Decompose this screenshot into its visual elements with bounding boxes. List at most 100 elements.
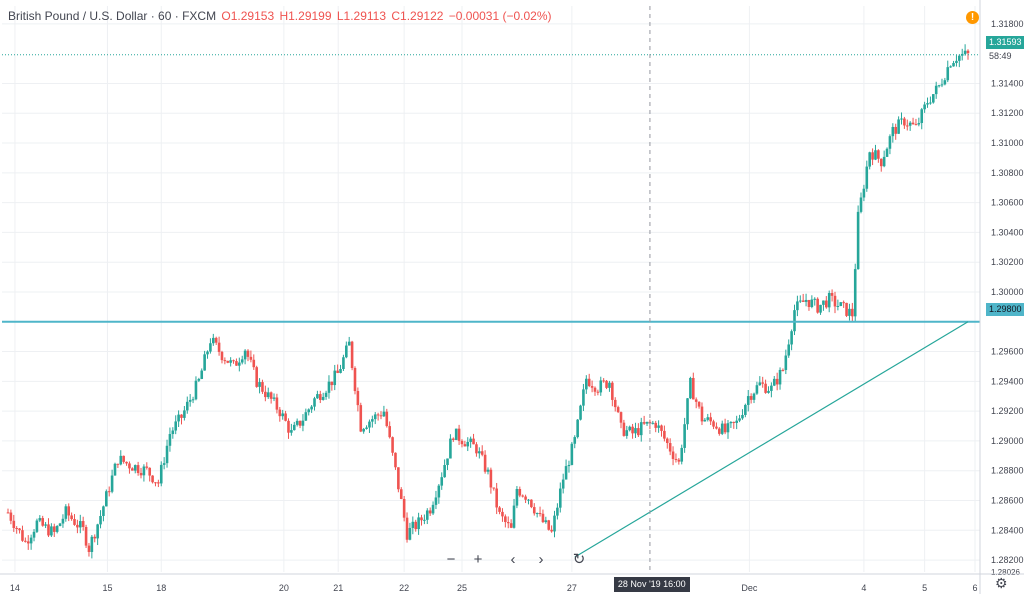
- candle-body: [923, 104, 926, 110]
- candle-body: [119, 455, 123, 465]
- candle-body: [483, 454, 487, 472]
- candle-body: [715, 426, 718, 429]
- candle-body: [593, 387, 597, 392]
- candle-body: [107, 491, 111, 493]
- candle-body: [532, 507, 536, 514]
- candle-body: [472, 438, 475, 445]
- candle-body: [443, 465, 446, 478]
- candle-body: [475, 444, 478, 454]
- zoom-in-button[interactable]: +: [473, 551, 483, 568]
- candle-body: [772, 378, 776, 386]
- candle-body: [44, 524, 47, 526]
- candle-body: [827, 293, 831, 308]
- candle-body: [194, 380, 198, 400]
- candle-body: [706, 417, 710, 420]
- candle-body: [324, 392, 328, 397]
- time-tick-label: 25: [457, 583, 467, 593]
- candle-body: [590, 386, 594, 388]
- candle-body: [12, 520, 16, 529]
- candle-body: [284, 413, 287, 421]
- change-value: −0.00031 (−0.02%): [448, 9, 552, 23]
- candle-body: [437, 485, 441, 498]
- open-value: O1.29153: [221, 9, 275, 23]
- candle-body: [903, 118, 906, 126]
- settings-gear-icon[interactable]: ⚙: [995, 575, 1008, 591]
- candle-body: [512, 505, 516, 528]
- candle-body: [885, 148, 889, 157]
- scroll-right-button[interactable]: ›: [538, 551, 544, 568]
- candle-body: [680, 447, 684, 462]
- candle-body: [755, 385, 759, 394]
- scroll-left-button[interactable]: ‹: [510, 551, 516, 568]
- candle-body: [726, 423, 730, 433]
- candle-body: [801, 300, 805, 302]
- chart-legend: British Pound / U.S. Dollar · 60 · FXCM …: [8, 9, 552, 23]
- reset-chart-button[interactable]: ↻: [572, 551, 586, 568]
- candle-body: [330, 381, 334, 386]
- candle-body: [261, 382, 264, 392]
- candle-body: [339, 369, 342, 373]
- candle-body: [295, 420, 299, 425]
- candle-body: [619, 412, 623, 423]
- candle-body: [905, 125, 909, 127]
- candle-body: [587, 378, 591, 387]
- candle-body: [709, 417, 712, 422]
- candle-body: [290, 430, 293, 433]
- candle-body: [292, 424, 296, 431]
- candle-body: [486, 469, 490, 472]
- candle-body: [506, 522, 510, 524]
- candle-body: [139, 472, 143, 476]
- candle-body: [229, 360, 232, 363]
- candle-body: [21, 530, 24, 541]
- candle-body: [102, 506, 105, 516]
- candle-body: [81, 521, 85, 527]
- candle-body: [350, 341, 354, 369]
- zoom-out-button[interactable]: −: [446, 551, 456, 568]
- candle-body: [877, 150, 880, 159]
- time-tick-label: 4: [861, 583, 866, 593]
- alert-icon[interactable]: !: [966, 11, 979, 24]
- candle-body: [888, 136, 892, 149]
- candle-body: [180, 414, 183, 418]
- candle-body: [122, 455, 125, 462]
- countdown-tag: 58:49: [986, 50, 1015, 63]
- candle-body: [692, 377, 695, 400]
- symbol-title[interactable]: British Pound / U.S. Dollar · 60 · FXCM: [8, 9, 217, 23]
- candle-body: [761, 382, 764, 384]
- candle-body: [272, 397, 276, 399]
- candle-body: [191, 399, 195, 401]
- crosshair-time-tag: 28 Nov '19 16:00: [613, 577, 690, 592]
- candle-body: [460, 440, 464, 445]
- candle-body: [810, 299, 814, 307]
- trend-line[interactable]: [574, 321, 969, 558]
- candle-body: [874, 150, 877, 160]
- candle-body: [547, 520, 551, 530]
- candle-body: [243, 350, 247, 360]
- price-tick-label: 1.29200: [991, 406, 1024, 416]
- price-tick-label: 1.28600: [991, 496, 1024, 506]
- candle-body: [663, 430, 666, 439]
- chart-grid: [2, 6, 980, 572]
- candle-body: [84, 526, 88, 546]
- candle-body: [613, 399, 617, 408]
- candle-body: [914, 124, 918, 126]
- candle-body: [561, 479, 565, 489]
- candle-body: [235, 361, 238, 366]
- candle-body: [110, 475, 114, 492]
- candle-body: [203, 354, 206, 371]
- candle-body: [732, 421, 736, 423]
- price-tick-label: 1.30800: [991, 168, 1024, 178]
- candle-body: [38, 518, 42, 521]
- candle-body: [752, 393, 756, 400]
- candle-body: [746, 396, 750, 405]
- candle-body: [454, 428, 458, 440]
- candle-body: [749, 396, 753, 400]
- candle-body: [58, 523, 62, 527]
- candle-body: [78, 521, 82, 528]
- candle-body: [720, 423, 724, 434]
- candle-body: [425, 510, 429, 520]
- time-tick-label: 15: [102, 583, 112, 593]
- price-tick-label: 1.29000: [991, 436, 1024, 446]
- candle-body: [611, 382, 614, 400]
